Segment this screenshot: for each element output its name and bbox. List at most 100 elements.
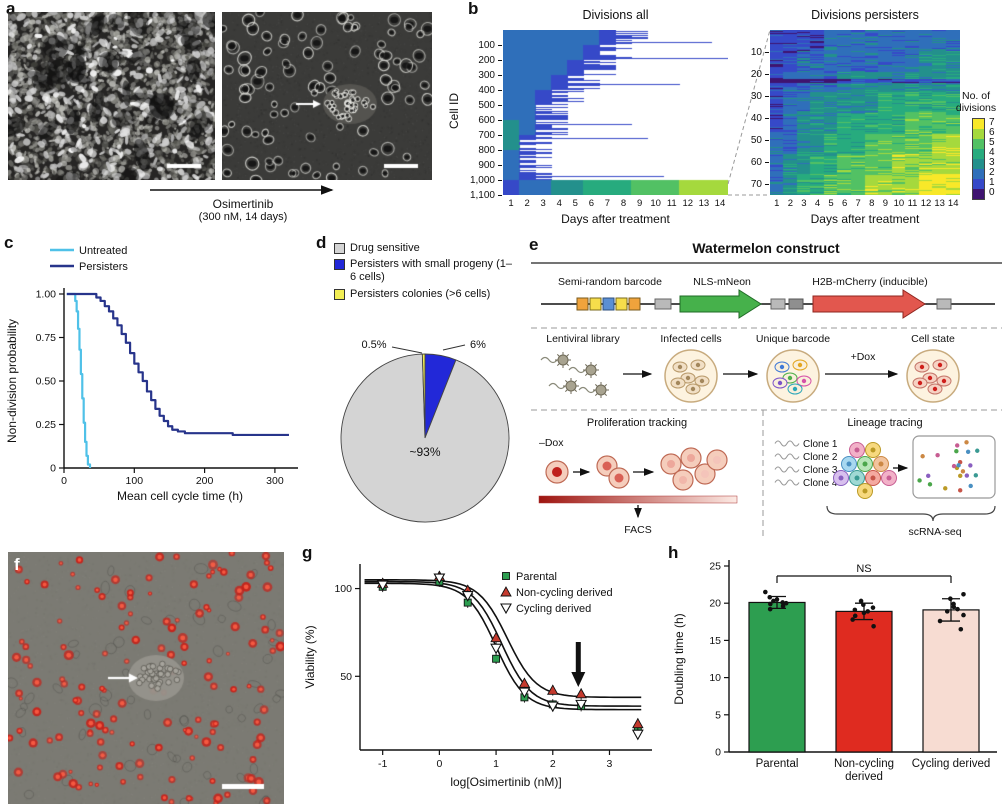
marker-triangle-down — [461, 591, 474, 602]
h-y-axis-label: Doubling time (h) — [672, 613, 686, 704]
marker-triangle-down — [518, 687, 531, 699]
cell-nucleus — [701, 470, 709, 478]
minus-dox-label: –Dox — [539, 437, 564, 449]
y-tick-mark — [765, 118, 769, 119]
cell-nucleus — [792, 386, 798, 392]
cell-nucleus — [787, 375, 793, 381]
virus-spike — [584, 363, 588, 367]
x-tick-label: 4 — [814, 198, 821, 209]
y-tick-label: 900 — [478, 160, 495, 171]
y-tick-label: 10 — [750, 47, 762, 58]
data-point — [861, 602, 866, 607]
proliferation-tracking-heading: Proliferation tracking — [587, 417, 687, 429]
clone-squiggle — [774, 453, 800, 460]
marker-triangle-up — [500, 586, 512, 597]
y-tick-mark — [765, 184, 769, 185]
x-tick-label: 7 — [604, 198, 611, 209]
legend-cycling-label: Cycling derived — [516, 603, 591, 615]
dish-unique-barcode — [766, 349, 820, 403]
y-tick-mark — [498, 165, 502, 166]
colony-cell-nucleus — [862, 461, 868, 467]
data-point — [771, 598, 776, 604]
heatmap-all-x-label: Days after treatment — [561, 212, 670, 226]
x-tick-label: 2 — [524, 198, 530, 209]
gray-swatch — [334, 243, 345, 254]
pie-slice-2 — [421, 353, 426, 439]
mcherry-label: H2B-mCherry (inducible) — [812, 276, 928, 288]
persister-pie-chart: 0.5% 6% ~93% — [340, 339, 510, 523]
y-tick-mark — [765, 140, 769, 141]
scatter-dot — [964, 440, 969, 445]
panel-c-label: c — [4, 233, 14, 252]
colony-cell-nucleus — [838, 475, 844, 481]
marker-triangle-down — [376, 580, 389, 592]
cell-nucleus — [713, 456, 721, 464]
y-tick-label: 300 — [478, 70, 495, 81]
x-tick-label: 12 — [682, 198, 694, 209]
data-point — [780, 603, 786, 609]
colorbar-tick-label: 4 — [989, 147, 995, 158]
virus-tail — [578, 386, 596, 394]
virus-capsid — [557, 354, 569, 366]
clone-squiggle — [774, 466, 800, 473]
virus-spike — [556, 353, 560, 357]
clone-squiggle — [774, 479, 800, 486]
colorbar-segment — [973, 149, 984, 159]
fit-curve-1 — [364, 578, 642, 699]
y-tick-mark — [498, 135, 502, 136]
y-tick-label: 70 — [750, 179, 762, 190]
barcode-label: Semi-random barcode — [558, 276, 662, 288]
pie-slices — [340, 353, 510, 523]
non-division-chart: Untreated Persisters Non-division probab… — [5, 245, 298, 503]
bar-0 — [748, 601, 806, 753]
scatter-dot — [917, 478, 922, 483]
virus-spike — [556, 363, 560, 367]
scatter-dot — [935, 452, 940, 458]
y-tick-label: 50 — [750, 135, 762, 146]
legend-item-small-progeny: Persisters with small progeny (1–6 cells… — [334, 258, 516, 284]
zoom-connector — [727, 29, 771, 196]
cell-nucleus — [677, 364, 683, 370]
colorbar-tick-label: 1 — [989, 177, 995, 188]
heatmap-persisters-x-label: Days after treatment — [810, 212, 920, 226]
c-y-axis-label: Non-division probability — [5, 319, 19, 443]
scatter-dot — [965, 449, 971, 454]
x-tick-label: 13 — [934, 198, 945, 209]
x-tick-label: 10 — [650, 198, 661, 209]
scatter-dot — [954, 448, 959, 454]
scatter-dot — [955, 443, 960, 448]
y-tick-mark — [765, 96, 769, 97]
mneon-label: NLS-mNeon — [693, 276, 751, 288]
virus-spike — [594, 363, 598, 367]
x-tick-label: 6 — [841, 198, 848, 209]
tick-label: 0.50 — [36, 376, 57, 388]
colony-cell-nucleus — [878, 461, 884, 467]
virus-spike — [594, 393, 598, 397]
cell-nucleus — [941, 378, 947, 384]
virus-capsid — [595, 384, 607, 396]
cell-nucleus — [777, 380, 783, 386]
bar-2 — [922, 609, 980, 753]
colorbar-tick-label: 0 — [989, 187, 995, 198]
virus-spike — [566, 353, 570, 357]
virus-spike — [566, 363, 570, 367]
g-x-axis-label: log[Osimertinib (nM)] — [450, 775, 561, 789]
scatter-dot — [960, 469, 966, 474]
cell-nucleus — [779, 364, 785, 370]
scatter-dot — [920, 454, 925, 459]
scatter-dot — [958, 488, 963, 493]
g-axes: 50 100 -1 0 1 2 3 — [334, 564, 652, 770]
cell-nucleus — [695, 362, 701, 368]
virus-spike — [594, 383, 598, 387]
tick-label: 25 — [709, 561, 721, 573]
x-tick-label: 3 — [540, 198, 546, 209]
blue-swatch — [334, 259, 345, 271]
cell-state-label: Cell state — [911, 333, 955, 345]
lentiviral-library-label: Lentiviral library — [546, 333, 620, 345]
data-point — [780, 600, 785, 605]
data-point — [871, 623, 876, 629]
mneon-arrow — [679, 289, 762, 319]
category-cycling: Cycling derived — [911, 758, 991, 770]
pie-label-small-progeny: 6% — [470, 339, 486, 351]
marker-triangle-up — [490, 631, 502, 643]
